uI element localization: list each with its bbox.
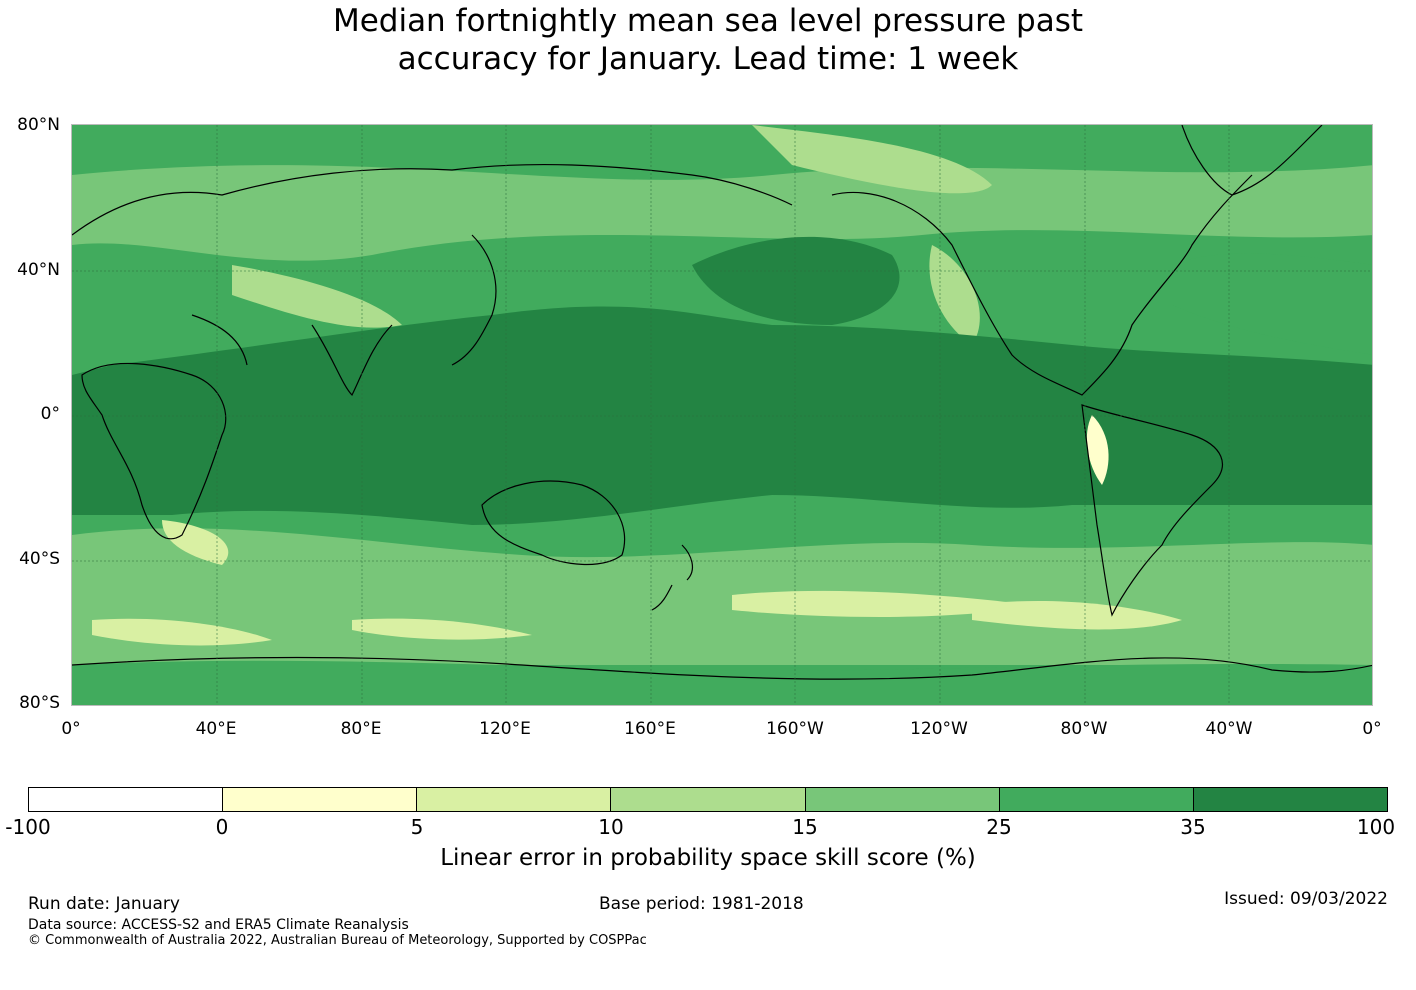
run-date: Run date: January <box>28 894 180 914</box>
gridlines <box>72 125 1372 705</box>
south-pale-patch-3 <box>352 618 532 640</box>
colorbar-segment <box>805 788 1000 811</box>
lon-label-40e: 40°E <box>195 719 237 739</box>
lat-label-40n: 40°N <box>17 260 60 280</box>
lon-label-160e: 160°E <box>624 719 676 739</box>
asia-light-patch <box>232 265 402 328</box>
colorbar-tick: 100 <box>1356 815 1396 839</box>
colorbar <box>28 787 1388 812</box>
north-light-patch-1 <box>752 125 992 194</box>
lon-label-0-left: 0° <box>61 719 81 739</box>
coastlines <box>72 125 1372 680</box>
data-source: Data source: ACCESS-S2 and ERA5 Climate … <box>28 917 409 933</box>
title-line-2: accuracy for January. Lead time: 1 week <box>397 41 1019 77</box>
south-pale-patch-5 <box>972 600 1182 630</box>
skill-score-map <box>71 124 1373 706</box>
lon-label-120e: 120°E <box>479 719 531 739</box>
colorbar-segment <box>223 788 418 811</box>
lon-label-0-right: 0° <box>1362 719 1382 739</box>
colorbar-tick: 10 <box>598 815 624 839</box>
colorbar-tick: 5 <box>410 815 424 839</box>
colorbar-tick: 15 <box>792 815 818 839</box>
colorbar-segment <box>999 788 1194 811</box>
south-pale-patch-2 <box>92 618 272 646</box>
lat-label-40s: 40°S <box>19 549 60 569</box>
lat-label-0: 0° <box>40 404 60 424</box>
colorbar-tick: 35 <box>1180 815 1206 839</box>
colorbar-segment <box>417 788 612 811</box>
lat-label-80s: 80°S <box>19 693 60 713</box>
copyright: © Commonwealth of Australia 2022, Austra… <box>28 933 647 948</box>
lon-label-40w: 40°W <box>1205 719 1253 739</box>
lon-label-80e: 80°E <box>340 719 382 739</box>
lat-label-80n: 80°N <box>17 115 60 135</box>
north-atlantic-patch <box>1172 253 1372 355</box>
lon-label-160w: 160°W <box>766 719 824 739</box>
colorbar-tick: 0 <box>215 815 229 839</box>
map-title: Median fortnightly mean sea level pressu… <box>0 2 1416 78</box>
colorbar-segment <box>611 788 806 811</box>
lon-label-80w: 80°W <box>1060 719 1108 739</box>
north-america-light-patch <box>929 245 980 345</box>
map-canvas <box>72 125 1372 705</box>
issued-date: Issued: 09/03/2022 <box>1224 889 1388 909</box>
title-line-1: Median fortnightly mean sea level pressu… <box>332 3 1084 39</box>
colorbar-tick: -100 <box>5 815 51 839</box>
arctic-band <box>72 125 1372 180</box>
base-period: Base period: 1981-2018 <box>599 894 804 914</box>
antarctic-band <box>72 660 1372 705</box>
andes-pale-strip <box>1086 415 1109 485</box>
south-pale-patch-1 <box>162 520 229 565</box>
south-pale-patch-4 <box>732 590 1032 617</box>
lon-label-120w: 120°W <box>910 719 968 739</box>
colorbar-segment <box>29 788 224 811</box>
colorbar-segment <box>1193 788 1387 811</box>
colorbar-tick: 25 <box>986 815 1012 839</box>
colorbar-label: Linear error in probability space skill … <box>440 845 976 871</box>
north-pacific-dark-patch <box>692 236 900 325</box>
